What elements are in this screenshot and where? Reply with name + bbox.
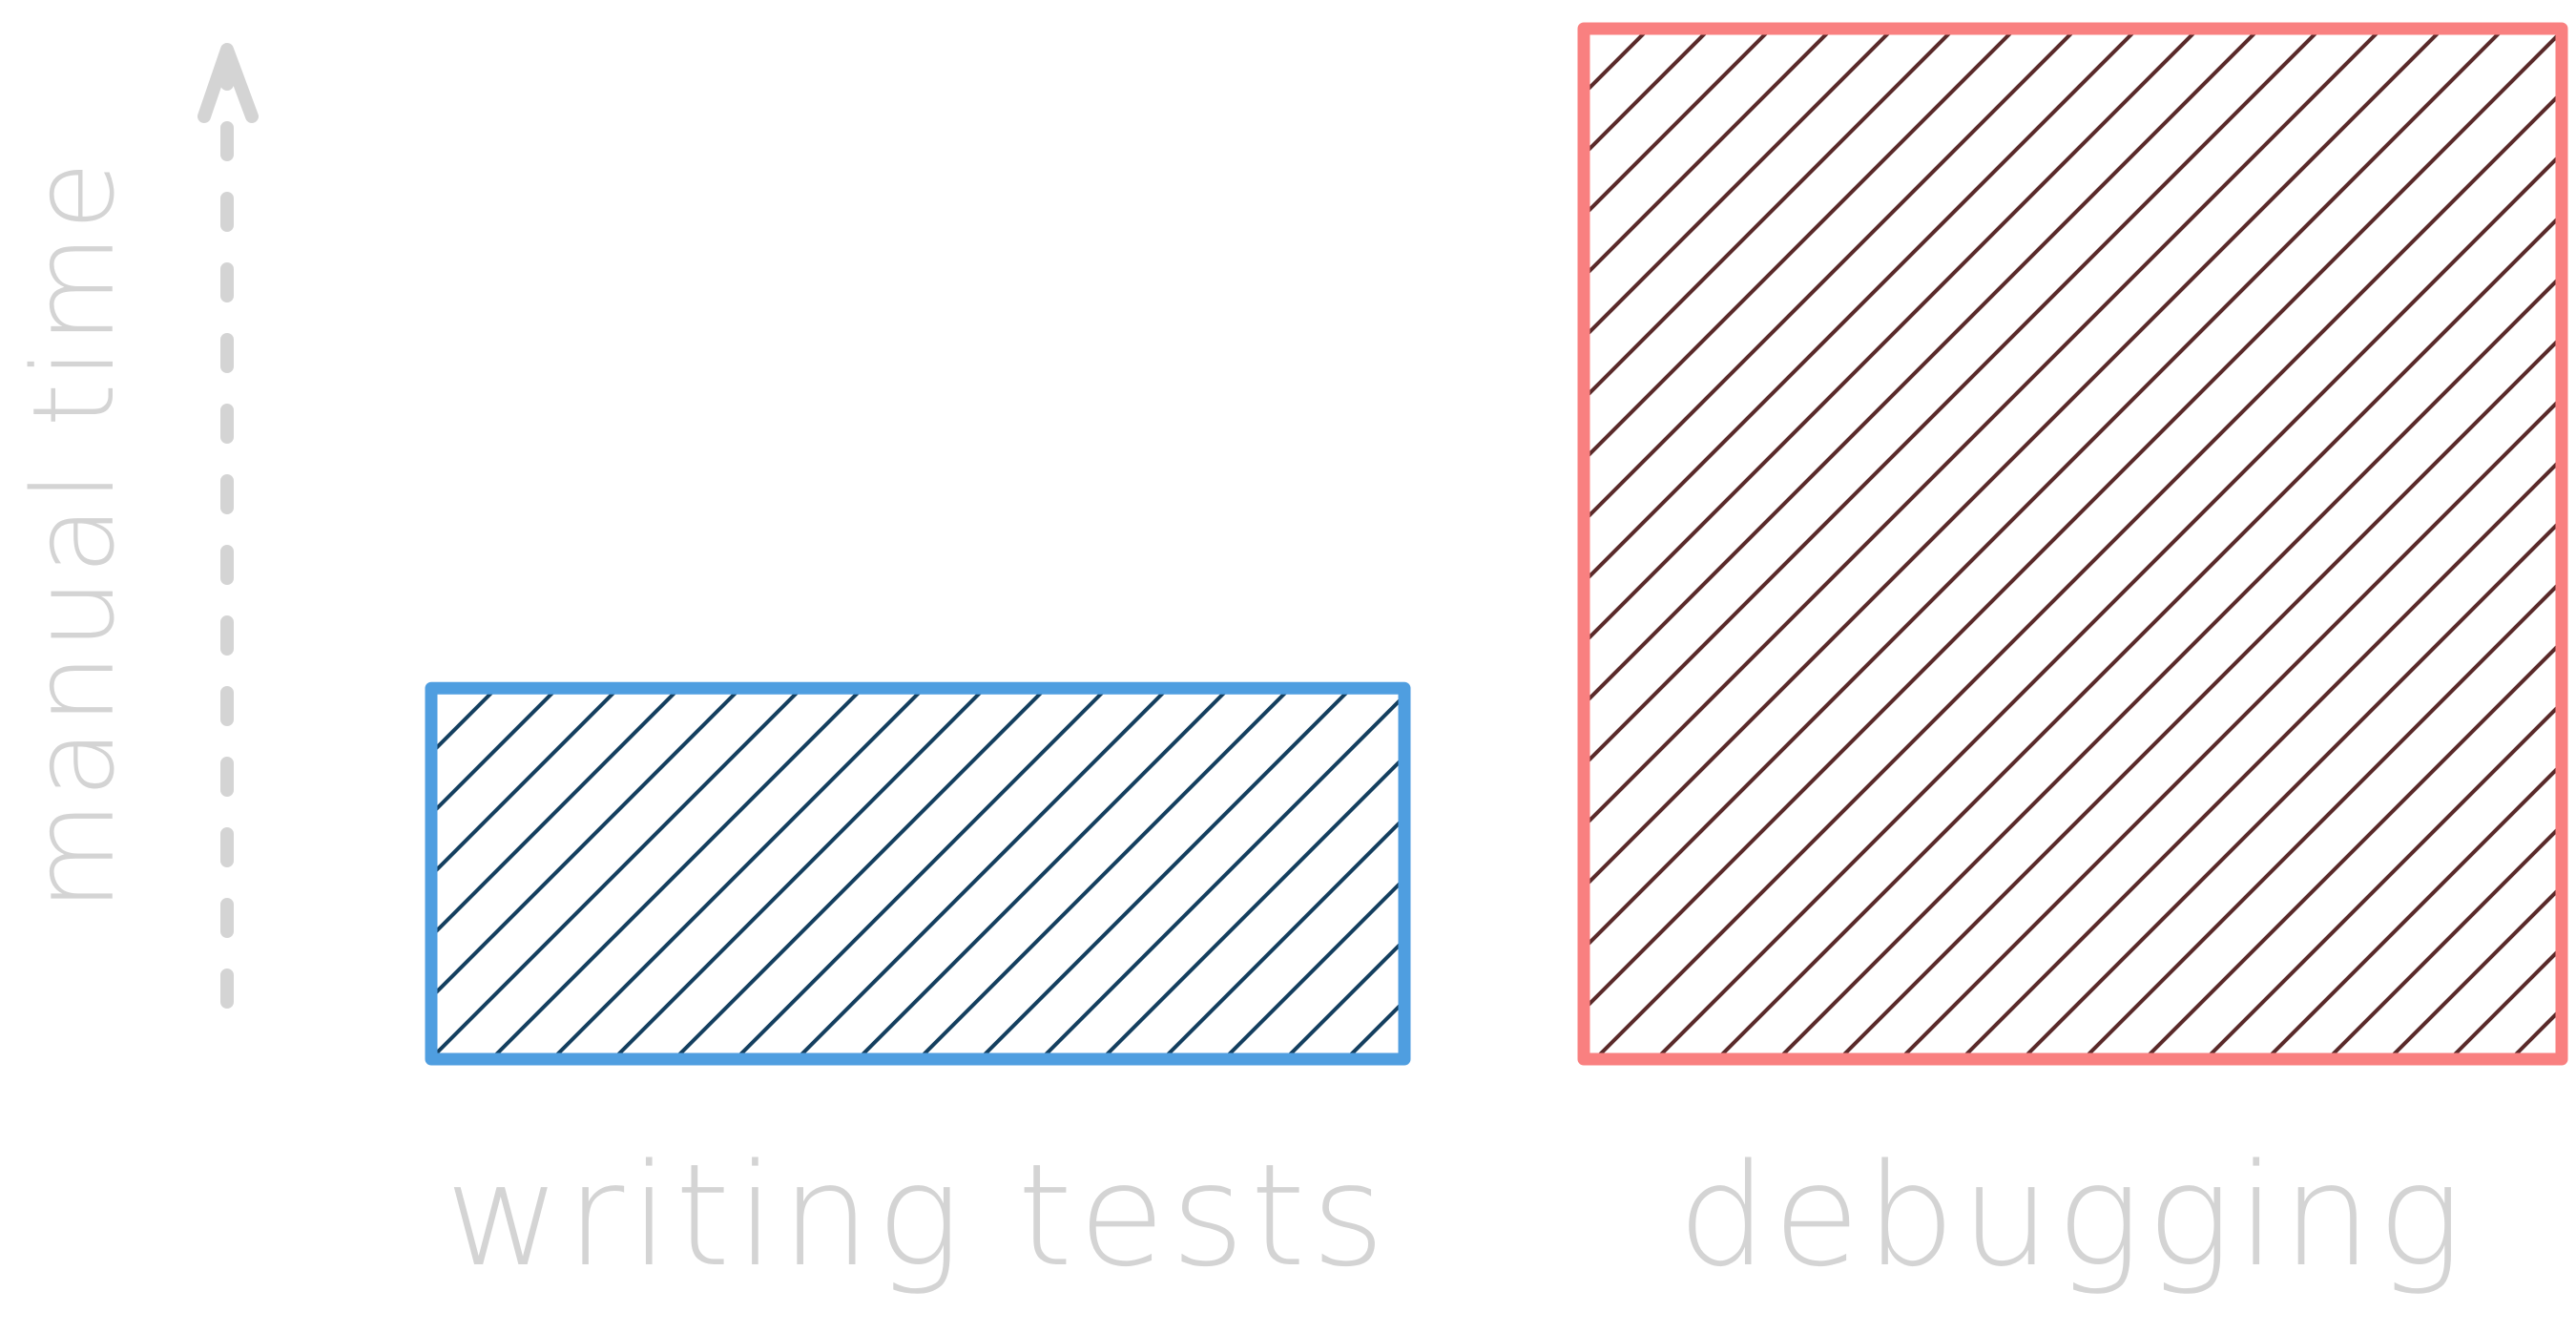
- category-label-debugging: debugging: [1677, 1134, 2467, 1298]
- hatch-line-debugging: [2081, 578, 2562, 1059]
- hatch-line-writing-tests: [611, 688, 987, 1059]
- hatch-line-debugging: [2020, 517, 2562, 1059]
- hatch-line-writing-tests: [431, 688, 560, 818]
- hatch-line-writing-tests: [550, 688, 926, 1059]
- hatch-line-writing-tests: [855, 688, 1232, 1059]
- hatch-line-writing-tests: [1709, 684, 2088, 1063]
- hatch-line-debugging: [1584, 29, 2018, 463]
- hatch-line-debugging: [2142, 639, 2562, 1059]
- hatch-line-debugging: [1584, 29, 2384, 829]
- hatch-line-debugging: [1584, 29, 2445, 890]
- bar-hatch-debugging: [1584, 25, 2576, 1063]
- hatch-line-writing-tests: [1465, 684, 1843, 1063]
- hatch-line-debugging: [2568, 25, 2576, 1063]
- hatch-line-debugging: [1837, 334, 2562, 1059]
- hatch-line-writing-tests: [1587, 684, 1965, 1063]
- hatch-line-debugging: [1584, 29, 2262, 707]
- hatch-line-writing-tests: [1099, 754, 1404, 1059]
- hatch-line-writing-tests: [431, 688, 804, 1059]
- hatch-line-writing-tests: [1770, 684, 2149, 1063]
- hatch-line-writing-tests: [977, 688, 1354, 1059]
- hatch-line-debugging: [1584, 29, 2079, 524]
- hatch-line-debugging: [1584, 29, 2323, 768]
- hatch-line-debugging: [2264, 761, 2562, 1059]
- category-label-writing-tests: writing tests: [445, 1134, 1390, 1298]
- y-axis: [197, 43, 259, 1009]
- hatch-line-writing-tests: [431, 688, 682, 940]
- hatch-line-writing-tests: [916, 688, 1293, 1059]
- hatch-line-writing-tests: [431, 688, 499, 757]
- hatch-line-debugging: [1584, 29, 2140, 585]
- hatch-line-writing-tests: [431, 688, 743, 1001]
- hatch-line-writing-tests: [488, 688, 865, 1059]
- hatch-line-debugging: [1584, 29, 2506, 951]
- hatch-line-debugging: [1584, 29, 1835, 280]
- hatch-line-debugging: [1584, 29, 1957, 402]
- bar-outline-debugging: [1577, 22, 2568, 1066]
- y-axis-label: manual time: [8, 157, 139, 911]
- hatch-line-writing-tests: [1038, 693, 1404, 1059]
- hatch-line-debugging: [1592, 90, 2562, 1059]
- bar-writing-tests: [425, 681, 2149, 1066]
- bar-hatch-writing-tests: [431, 684, 2149, 1063]
- hatch-line-writing-tests: [733, 688, 1110, 1059]
- hatch-line-debugging: [1584, 29, 1896, 341]
- y-axis-arrow-icon: [197, 43, 259, 123]
- hatch-line-writing-tests: [1282, 937, 1404, 1059]
- hatch-line-debugging: [1584, 29, 2562, 1012]
- hatch-line-debugging: [1959, 456, 2562, 1059]
- bar-outline-writing-tests: [425, 681, 1411, 1066]
- hatch-line-debugging: [2325, 823, 2562, 1059]
- hatch-line-debugging: [1584, 29, 2201, 646]
- hatch-line-writing-tests: [1648, 684, 2026, 1063]
- hatch-line-debugging: [1776, 273, 2562, 1059]
- hatch-line-debugging: [1584, 29, 1774, 219]
- hatch-line-writing-tests: [1403, 684, 1782, 1063]
- hatch-line-writing-tests: [1160, 815, 1404, 1059]
- hatch-line-debugging: [1898, 395, 2562, 1059]
- hatch-line-debugging: [1714, 212, 2562, 1059]
- hatch-line-debugging: [1653, 151, 2562, 1059]
- hatch-line-writing-tests: [672, 688, 1049, 1059]
- hatch-line-writing-tests: [1221, 876, 1404, 1059]
- hatch-line-writing-tests: [794, 688, 1171, 1059]
- hatch-line-debugging: [2203, 700, 2562, 1059]
- bar-debugging: [1577, 22, 2576, 1066]
